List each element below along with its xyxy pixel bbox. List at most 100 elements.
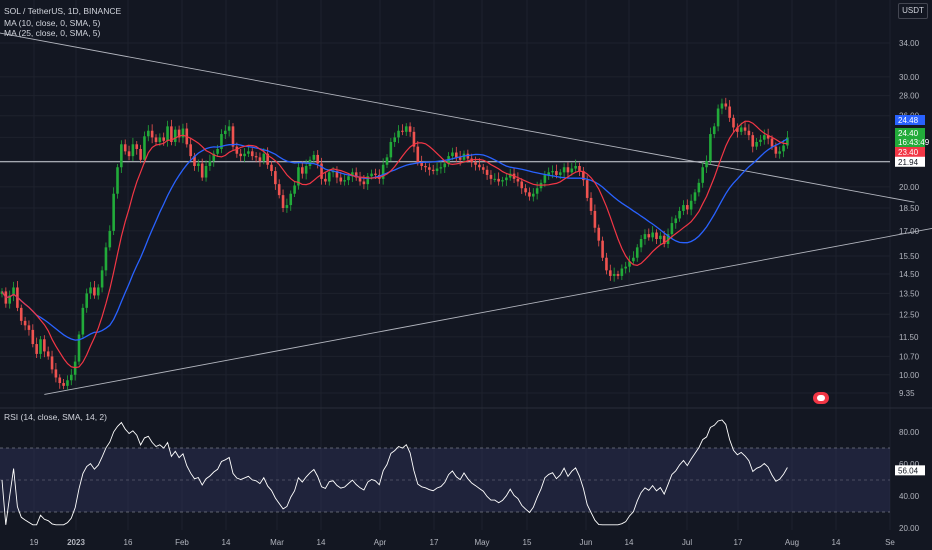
candle[interactable]	[139, 144, 142, 164]
candle[interactable]	[274, 167, 277, 190]
candle[interactable]	[601, 236, 604, 261]
candle[interactable]	[50, 350, 54, 374]
candle[interactable]	[66, 375, 69, 390]
candle[interactable]	[243, 148, 246, 162]
candle[interactable]	[227, 119, 231, 137]
candle[interactable]	[593, 204, 597, 233]
candle[interactable]	[320, 157, 323, 185]
candle[interactable]	[185, 122, 189, 148]
candle[interactable]	[301, 161, 304, 179]
candle[interactable]	[116, 164, 119, 199]
candle[interactable]	[170, 119, 173, 146]
candle[interactable]	[19, 304, 23, 325]
candle[interactable]	[609, 264, 612, 281]
candle[interactable]	[597, 224, 601, 247]
candle[interactable]	[404, 123, 408, 136]
candle[interactable]	[620, 264, 624, 281]
candle[interactable]	[120, 140, 123, 174]
candle[interactable]	[670, 216, 674, 240]
candle[interactable]	[778, 146, 781, 159]
candle[interactable]	[635, 244, 639, 262]
candle[interactable]	[743, 121, 747, 135]
candle[interactable]	[70, 369, 73, 386]
candle[interactable]	[435, 162, 439, 176]
candle[interactable]	[254, 152, 258, 163]
candle[interactable]	[389, 137, 393, 162]
candle[interactable]	[354, 167, 358, 181]
candle[interactable]	[173, 126, 177, 147]
candle[interactable]	[562, 163, 566, 178]
candle[interactable]	[505, 173, 508, 186]
candle[interactable]	[493, 173, 497, 183]
candle[interactable]	[528, 187, 531, 201]
candle[interactable]	[693, 189, 697, 205]
candle[interactable]	[89, 281, 92, 300]
candle[interactable]	[647, 228, 651, 241]
candle[interactable]	[628, 255, 631, 273]
candle[interactable]	[127, 145, 131, 161]
candle[interactable]	[724, 97, 728, 110]
candle[interactable]	[220, 129, 223, 154]
ma25-legend[interactable]: MA (25, close, 0, SMA, 5)	[4, 28, 101, 38]
candle[interactable]	[81, 303, 85, 339]
candle[interactable]	[258, 152, 262, 167]
candle[interactable]	[651, 226, 654, 242]
candle[interactable]	[543, 170, 547, 187]
candle[interactable]	[612, 267, 616, 282]
candle[interactable]	[712, 123, 716, 139]
candle[interactable]	[197, 159, 200, 172]
ma10-legend[interactable]: MA (10, close, 0, SMA, 5)	[4, 18, 101, 28]
candle[interactable]	[720, 98, 724, 115]
candle[interactable]	[35, 337, 38, 359]
candle[interactable]	[27, 320, 31, 336]
candle[interactable]	[12, 281, 15, 302]
candle[interactable]	[96, 284, 100, 300]
candle[interactable]	[616, 270, 620, 280]
candle[interactable]	[224, 125, 227, 139]
candle[interactable]	[270, 161, 273, 176]
candle[interactable]	[181, 123, 185, 144]
candle[interactable]	[501, 176, 504, 187]
candle[interactable]	[686, 199, 689, 215]
candle[interactable]	[327, 169, 331, 186]
candle[interactable]	[239, 148, 242, 162]
candle[interactable]	[755, 137, 758, 150]
candle[interactable]	[212, 150, 216, 167]
candle[interactable]	[250, 148, 254, 161]
candle[interactable]	[131, 137, 135, 162]
candle[interactable]	[674, 215, 678, 229]
candle[interactable]	[208, 154, 212, 171]
candle[interactable]	[293, 181, 296, 197]
candle[interactable]	[443, 160, 447, 174]
candle[interactable]	[150, 124, 154, 144]
candle[interactable]	[412, 127, 416, 153]
candle[interactable]	[655, 229, 658, 244]
candle[interactable]	[570, 162, 574, 176]
candle[interactable]	[381, 158, 385, 185]
candle[interactable]	[751, 131, 755, 153]
candle[interactable]	[231, 123, 235, 150]
candle[interactable]	[285, 198, 289, 213]
candle[interactable]	[497, 172, 500, 186]
candle[interactable]	[104, 242, 108, 277]
candle[interactable]	[424, 162, 427, 173]
candle[interactable]	[736, 123, 739, 138]
trendline-upper[interactable]	[0, 31, 915, 203]
candle[interactable]	[123, 139, 127, 155]
candle[interactable]	[697, 178, 701, 197]
candle[interactable]	[766, 128, 770, 145]
candle[interactable]	[574, 159, 577, 173]
candle[interactable]	[143, 131, 146, 164]
candle[interactable]	[520, 178, 524, 194]
candle[interactable]	[524, 184, 527, 196]
candle[interactable]	[58, 374, 62, 389]
candle[interactable]	[23, 316, 27, 331]
candle[interactable]	[532, 188, 535, 202]
candle[interactable]	[8, 290, 11, 309]
candle[interactable]	[401, 124, 404, 136]
candle[interactable]	[262, 148, 266, 165]
candle[interactable]	[235, 142, 239, 158]
candle[interactable]	[728, 100, 731, 122]
candle[interactable]	[439, 160, 443, 174]
candle[interactable]	[547, 167, 550, 180]
